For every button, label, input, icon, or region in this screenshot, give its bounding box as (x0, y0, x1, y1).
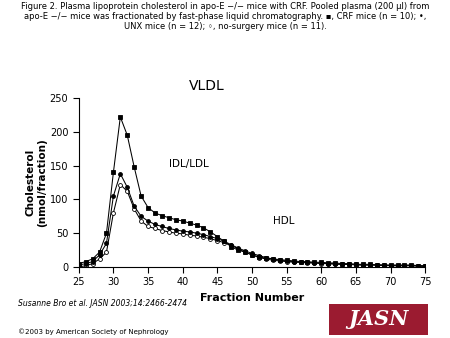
Text: ©2003 by American Society of Nephrology: ©2003 by American Society of Nephrology (18, 328, 168, 335)
Text: HDL: HDL (273, 216, 294, 226)
X-axis label: Fraction Number: Fraction Number (200, 293, 304, 303)
Text: Figure 2. Plasma lipoprotein cholesterol in apo-E −/− mice with CRF. Pooled plas: Figure 2. Plasma lipoprotein cholesterol… (21, 2, 429, 31)
Y-axis label: Cholesterol
(nmol/fraction): Cholesterol (nmol/fraction) (25, 138, 47, 227)
Text: VLDL: VLDL (189, 79, 225, 93)
Text: IDL/LDL: IDL/LDL (169, 159, 209, 169)
Text: Susanne Bro et al. JASN 2003;14:2466-2474: Susanne Bro et al. JASN 2003;14:2466-247… (18, 299, 187, 308)
Text: JASN: JASN (348, 309, 408, 330)
